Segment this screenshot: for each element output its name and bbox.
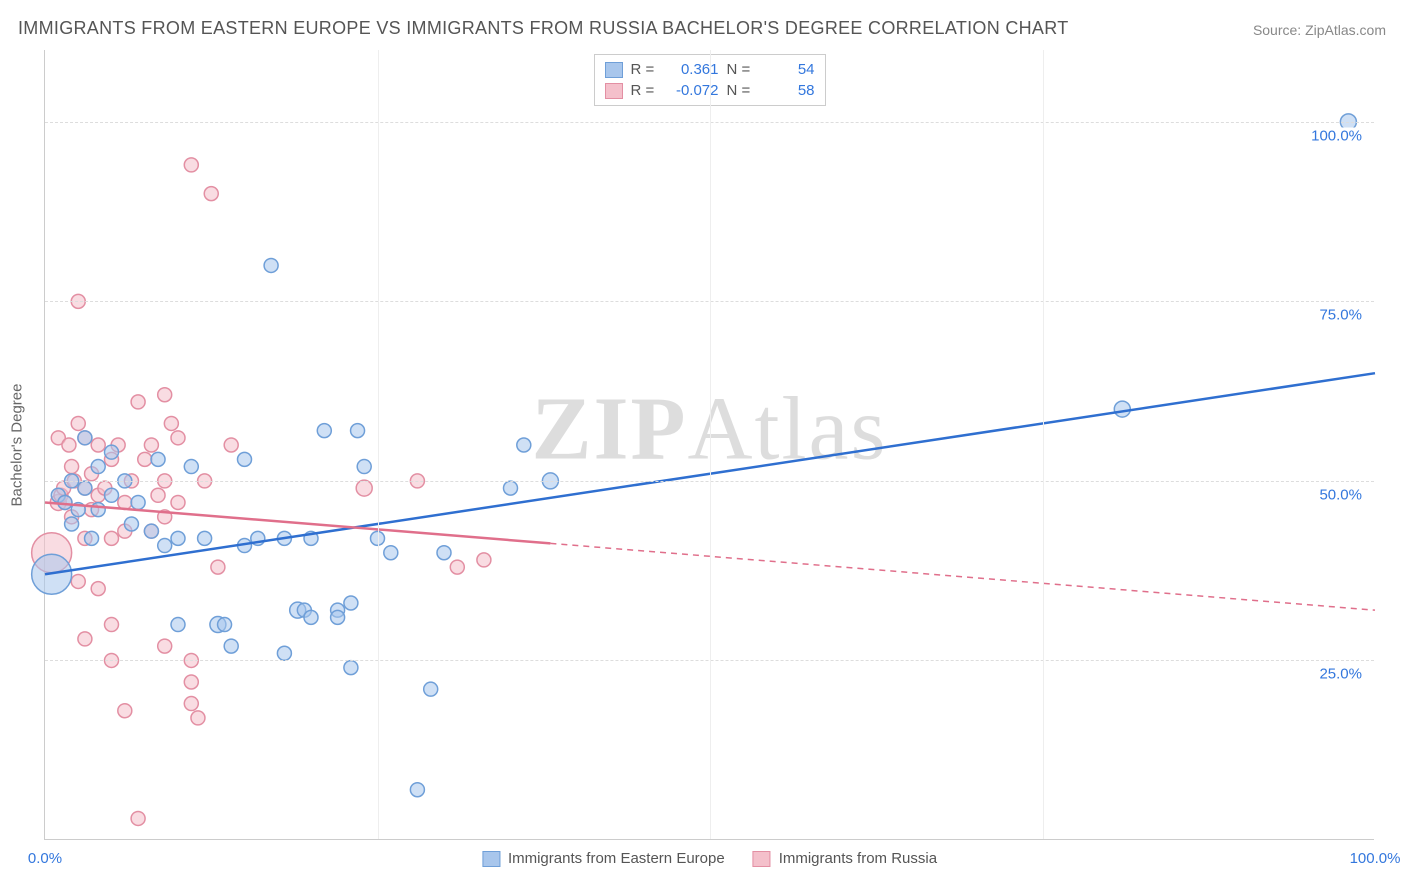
data-point: [151, 488, 165, 502]
data-point: [131, 811, 145, 825]
data-point: [344, 596, 358, 610]
y-tick-label: 75.0%: [1315, 307, 1366, 324]
legend-n-value-1: 58: [765, 82, 815, 99]
gridline-v: [1043, 50, 1044, 839]
data-point: [184, 697, 198, 711]
data-point: [151, 452, 165, 466]
data-point: [131, 395, 145, 409]
data-point: [504, 481, 518, 495]
data-point: [211, 560, 225, 574]
data-point: [477, 553, 491, 567]
legend-n-value-0: 54: [765, 61, 815, 78]
data-point: [264, 258, 278, 272]
legend-series: Immigrants from Eastern Europe Immigrant…: [482, 850, 937, 867]
data-point: [356, 480, 372, 496]
chart-area: ZIPAtlas Bachelor's Degree R = 0.361 N =…: [44, 50, 1374, 840]
data-point: [78, 431, 92, 445]
data-point: [164, 416, 178, 430]
y-tick-label: 50.0%: [1315, 486, 1366, 503]
data-point: [351, 424, 365, 438]
data-point: [158, 639, 172, 653]
data-point: [91, 582, 105, 596]
data-point: [410, 783, 424, 797]
legend-swatch-1b: [753, 851, 771, 867]
y-tick-label: 25.0%: [1315, 666, 1366, 683]
data-point: [184, 460, 198, 474]
data-point: [184, 675, 198, 689]
data-point: [171, 618, 185, 632]
data-point: [105, 488, 119, 502]
data-point: [71, 574, 85, 588]
data-point: [78, 481, 92, 495]
source-attribution: Source: ZipAtlas.com: [1253, 22, 1386, 38]
data-point: [144, 438, 158, 452]
data-point: [105, 531, 119, 545]
data-point: [331, 610, 345, 624]
legend-r-label: R =: [631, 82, 661, 99]
gridline-v: [710, 50, 711, 839]
data-point: [91, 503, 105, 517]
data-point: [437, 546, 451, 560]
data-point: [118, 704, 132, 718]
data-point: [171, 531, 185, 545]
legend-series-label-1: Immigrants from Russia: [779, 850, 937, 867]
data-point: [198, 531, 212, 545]
data-point: [78, 632, 92, 646]
data-point: [91, 460, 105, 474]
data-point: [191, 711, 205, 725]
legend-r-value-1: -0.072: [669, 82, 719, 99]
data-point: [105, 445, 119, 459]
data-point: [184, 158, 198, 172]
y-axis-label: Bachelor's Degree: [9, 383, 26, 506]
data-point: [171, 495, 185, 509]
data-point: [91, 438, 105, 452]
data-point: [124, 517, 138, 531]
legend-series-item-0: Immigrants from Eastern Europe: [482, 850, 725, 867]
legend-n-label: N =: [727, 82, 757, 99]
data-point: [1114, 401, 1130, 417]
data-point: [65, 517, 79, 531]
data-point: [71, 416, 85, 430]
data-point: [238, 452, 252, 466]
data-point: [171, 431, 185, 445]
data-point: [517, 438, 531, 452]
y-tick-label: 100.0%: [1307, 127, 1366, 144]
legend-n-label: N =: [727, 61, 757, 78]
data-point: [424, 682, 438, 696]
trend-line-dashed: [550, 543, 1375, 610]
data-point: [384, 546, 398, 560]
legend-series-item-1: Immigrants from Russia: [753, 850, 937, 867]
data-point: [224, 438, 238, 452]
data-point: [131, 495, 145, 509]
chart-title: IMMIGRANTS FROM EASTERN EUROPE VS IMMIGR…: [18, 18, 1069, 39]
legend-swatch-0b: [482, 851, 500, 867]
data-point: [105, 618, 119, 632]
data-point: [304, 610, 318, 624]
data-point: [62, 438, 76, 452]
x-tick-label: 100.0%: [1350, 850, 1401, 867]
data-point: [65, 460, 79, 474]
data-point: [224, 639, 238, 653]
data-point: [357, 460, 371, 474]
data-point: [218, 618, 232, 632]
legend-r-label: R =: [631, 61, 661, 78]
data-point: [158, 388, 172, 402]
data-point: [344, 661, 358, 675]
legend-r-value-0: 0.361: [669, 61, 719, 78]
data-point: [450, 560, 464, 574]
legend-swatch-1: [605, 83, 623, 99]
x-tick-label: 0.0%: [28, 850, 62, 867]
data-point: [277, 646, 291, 660]
data-point: [85, 531, 99, 545]
gridline-v: [378, 50, 379, 839]
data-point: [144, 524, 158, 538]
legend-swatch-0: [605, 62, 623, 78]
data-point: [204, 187, 218, 201]
data-point: [158, 539, 172, 553]
data-point: [138, 452, 152, 466]
legend-series-label-0: Immigrants from Eastern Europe: [508, 850, 725, 867]
data-point: [317, 424, 331, 438]
